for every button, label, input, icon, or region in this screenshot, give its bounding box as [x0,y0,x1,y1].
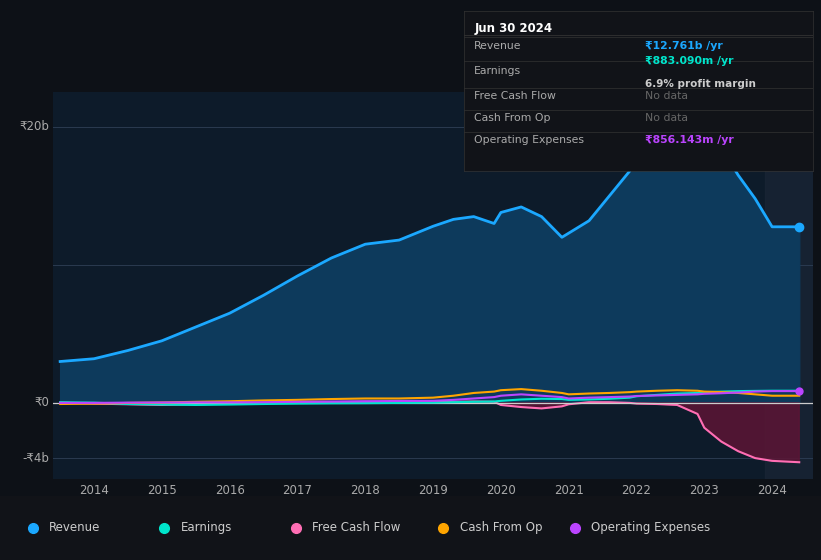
Text: -₹4b: -₹4b [22,451,49,465]
Text: Cash From Op: Cash From Op [460,521,542,534]
Text: ₹856.143m /yr: ₹856.143m /yr [645,136,734,146]
Text: ₹12.761b /yr: ₹12.761b /yr [645,40,723,50]
Text: Free Cash Flow: Free Cash Flow [475,91,556,101]
Text: No data: No data [645,113,688,123]
Text: Earnings: Earnings [475,66,521,76]
Text: ₹20b: ₹20b [20,120,49,133]
Text: Operating Expenses: Operating Expenses [591,521,710,534]
Text: Jun 30 2024: Jun 30 2024 [475,22,553,35]
Text: ₹883.090m /yr: ₹883.090m /yr [645,57,734,67]
Text: Free Cash Flow: Free Cash Flow [312,521,401,534]
Text: Revenue: Revenue [475,40,522,50]
Bar [765,92,813,479]
Text: ₹0: ₹0 [34,396,49,409]
Text: 6.9% profit margin: 6.9% profit margin [645,79,756,89]
Text: Operating Expenses: Operating Expenses [475,136,585,146]
Text: Revenue: Revenue [49,521,101,534]
Text: Earnings: Earnings [181,521,232,534]
Text: No data: No data [645,91,688,101]
Text: Cash From Op: Cash From Op [475,113,551,123]
